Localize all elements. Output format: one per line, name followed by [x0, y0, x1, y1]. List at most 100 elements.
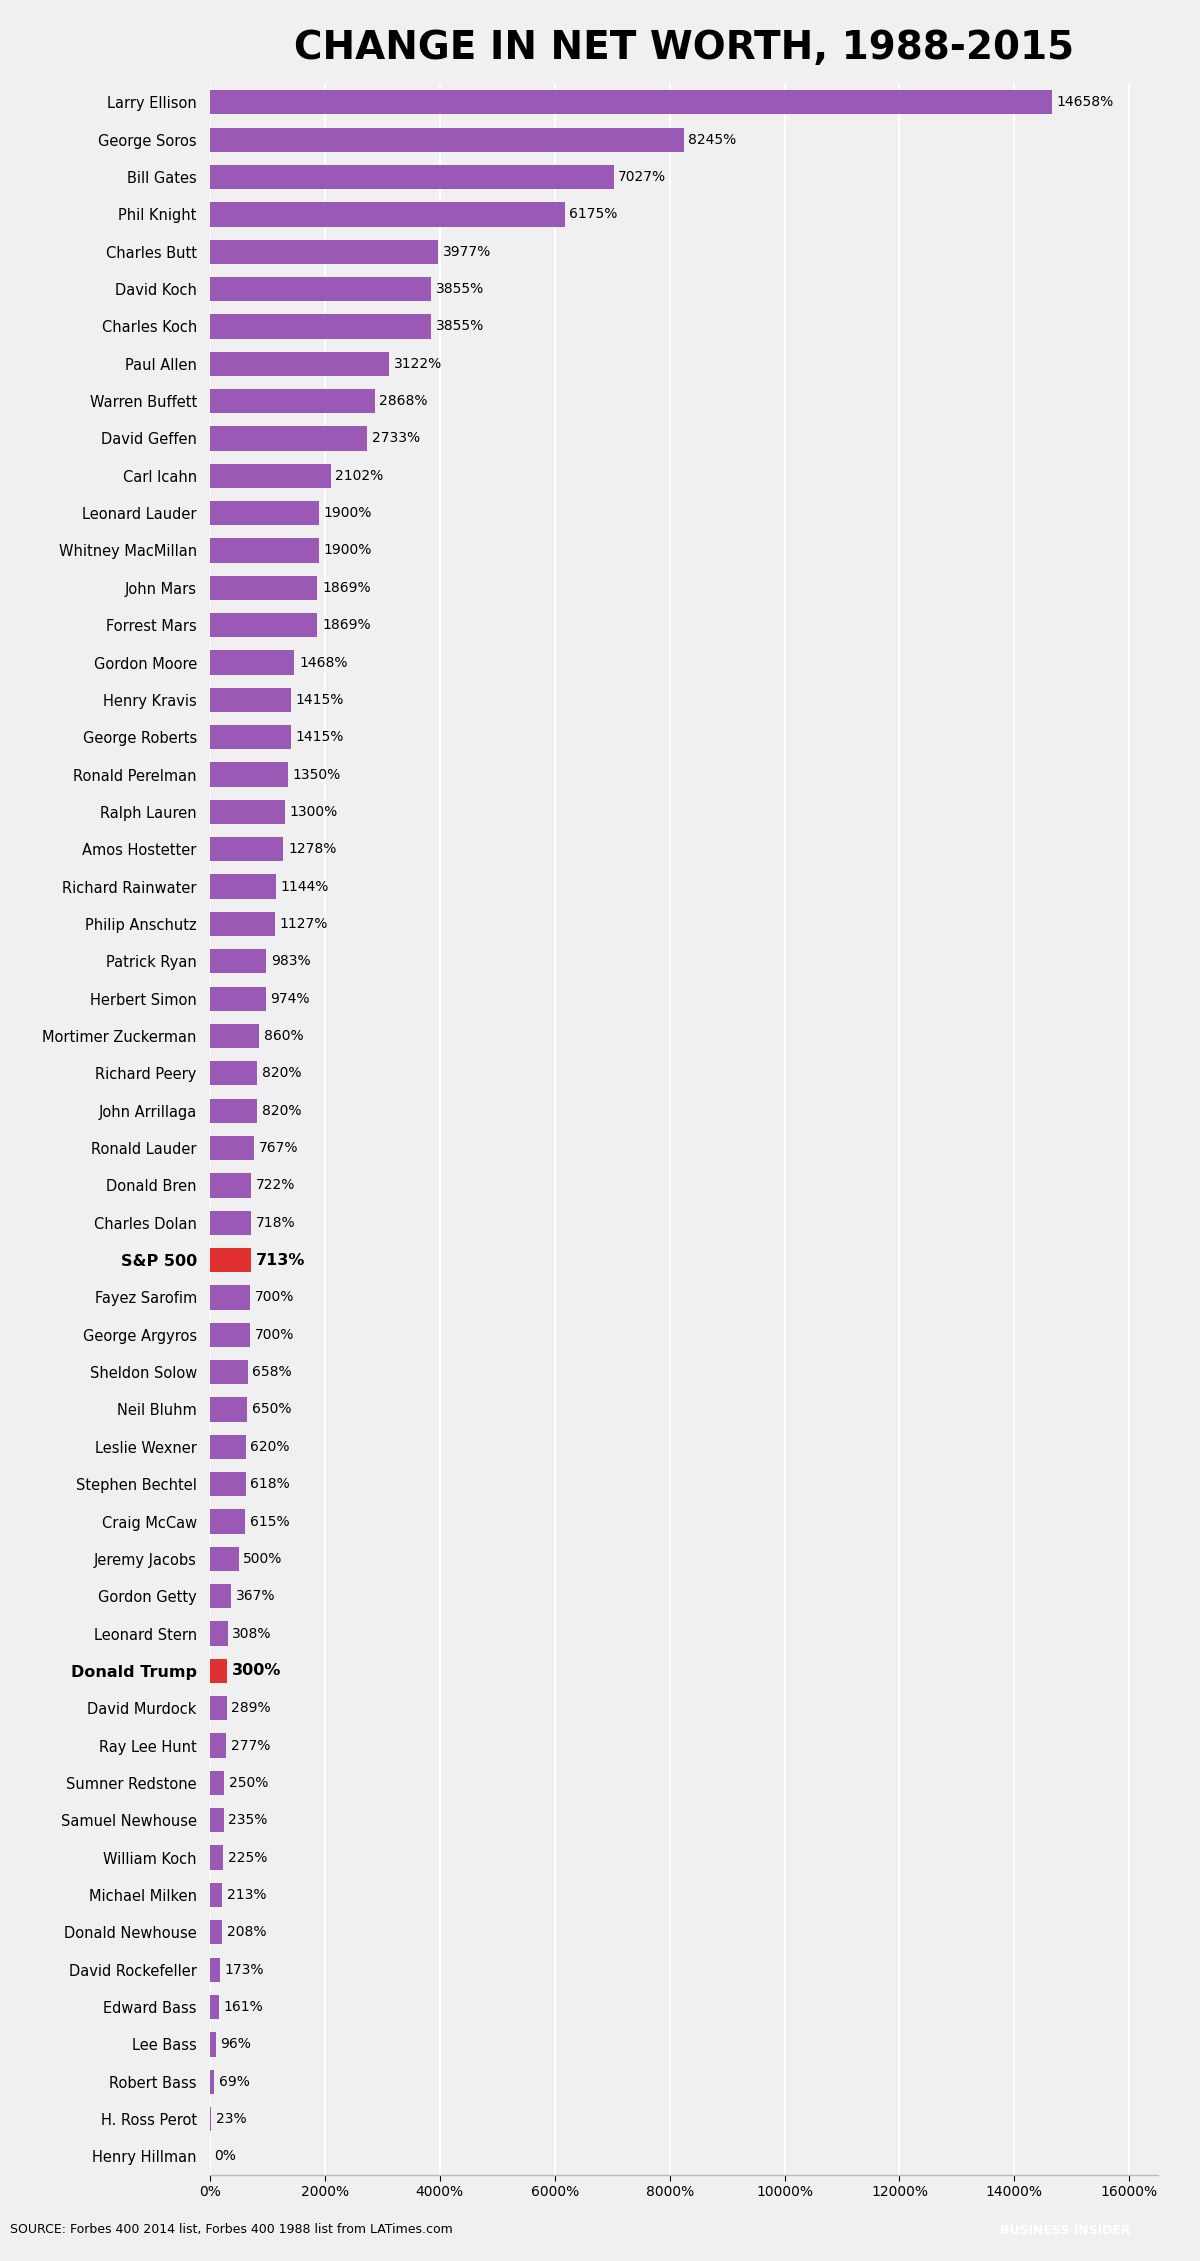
Bar — [210, 276, 432, 301]
Text: 208%: 208% — [227, 1926, 266, 1940]
Text: 1127%: 1127% — [280, 918, 328, 932]
Text: 6175%: 6175% — [569, 208, 618, 222]
Text: 1300%: 1300% — [289, 805, 337, 818]
Bar — [210, 201, 565, 226]
Text: 173%: 173% — [224, 1963, 264, 1976]
Text: 8245%: 8245% — [689, 133, 737, 147]
Bar — [210, 1510, 245, 1533]
Text: 3855%: 3855% — [436, 283, 485, 296]
Text: 718%: 718% — [256, 1216, 295, 1230]
Bar — [210, 1173, 252, 1198]
Text: 650%: 650% — [252, 1402, 292, 1415]
Bar — [210, 1920, 222, 1944]
Bar — [210, 1397, 247, 1422]
Bar — [210, 1621, 228, 1646]
Text: 69%: 69% — [218, 2076, 250, 2089]
Bar — [210, 538, 319, 563]
Bar — [210, 1359, 248, 1384]
Text: SOURCE: Forbes 400 2014 list, Forbes 400 1988 list from LATimes.com: SOURCE: Forbes 400 2014 list, Forbes 400… — [10, 2223, 452, 2236]
Bar — [210, 911, 275, 936]
Bar — [210, 726, 292, 748]
Text: 2868%: 2868% — [379, 393, 428, 407]
Bar — [210, 1210, 251, 1235]
Text: 1415%: 1415% — [296, 692, 344, 708]
Bar — [210, 2069, 214, 2094]
Text: 820%: 820% — [262, 1067, 301, 1081]
Text: 289%: 289% — [232, 1700, 271, 1716]
Bar — [210, 577, 317, 599]
Text: 615%: 615% — [250, 1515, 289, 1528]
Text: 0%: 0% — [215, 2150, 236, 2164]
Text: 860%: 860% — [264, 1029, 304, 1042]
Text: 3855%: 3855% — [436, 319, 485, 332]
Text: 7027%: 7027% — [618, 170, 666, 183]
Text: 3977%: 3977% — [443, 244, 491, 258]
Bar — [210, 1734, 226, 1757]
Bar — [210, 875, 276, 900]
Bar — [210, 1024, 259, 1049]
Text: 1350%: 1350% — [292, 766, 341, 782]
Bar — [210, 240, 438, 265]
Text: 300%: 300% — [232, 1664, 281, 1678]
Bar — [210, 613, 317, 638]
Text: 14658%: 14658% — [1057, 95, 1114, 109]
Text: 700%: 700% — [254, 1291, 294, 1305]
Bar — [210, 1060, 257, 1085]
Text: BUSINESS INSIDER: BUSINESS INSIDER — [1000, 2225, 1130, 2236]
Text: 2733%: 2733% — [372, 432, 420, 445]
Bar — [210, 1660, 227, 1682]
Bar — [210, 1135, 254, 1160]
Bar — [210, 464, 331, 488]
Bar — [210, 1436, 246, 1458]
Bar — [210, 687, 292, 712]
Bar — [210, 1284, 251, 1309]
Bar — [210, 800, 284, 823]
Text: 1869%: 1869% — [322, 581, 371, 595]
Bar — [210, 1883, 222, 1906]
Bar — [210, 1323, 251, 1348]
Text: 213%: 213% — [227, 1888, 266, 1902]
Text: 3122%: 3122% — [394, 357, 443, 371]
Bar — [210, 1547, 239, 1571]
Text: 161%: 161% — [224, 2001, 264, 2015]
Bar — [210, 502, 319, 525]
Bar — [210, 950, 266, 974]
Text: 1144%: 1144% — [281, 880, 329, 893]
Bar — [210, 986, 266, 1011]
Text: 1278%: 1278% — [288, 843, 336, 857]
Bar — [210, 127, 684, 151]
Text: 1869%: 1869% — [322, 617, 371, 633]
Text: 500%: 500% — [244, 1551, 283, 1567]
Bar — [210, 1472, 246, 1497]
Bar — [210, 165, 613, 190]
Text: 713%: 713% — [256, 1253, 305, 1268]
Bar — [210, 427, 367, 450]
Bar — [210, 1099, 257, 1124]
Bar — [210, 1770, 224, 1795]
Text: 618%: 618% — [250, 1476, 290, 1492]
Text: 308%: 308% — [233, 1626, 271, 1641]
Text: 225%: 225% — [228, 1852, 266, 1865]
Bar — [210, 2033, 216, 2058]
Text: 367%: 367% — [235, 1589, 275, 1603]
Bar — [210, 353, 389, 375]
Text: 1415%: 1415% — [296, 730, 344, 744]
Title: CHANGE IN NET WORTH, 1988-2015: CHANGE IN NET WORTH, 1988-2015 — [294, 29, 1074, 66]
Bar — [210, 1809, 223, 1831]
Text: 96%: 96% — [220, 2037, 251, 2051]
Text: 2102%: 2102% — [335, 468, 384, 484]
Bar — [210, 1845, 223, 1870]
Bar — [210, 2107, 211, 2132]
Text: 722%: 722% — [256, 1178, 295, 1192]
Text: 700%: 700% — [254, 1327, 294, 1341]
Text: 983%: 983% — [271, 954, 311, 968]
Bar — [210, 1958, 220, 1983]
Bar — [210, 1585, 232, 1608]
Text: 620%: 620% — [251, 1440, 289, 1454]
Bar — [210, 1248, 251, 1273]
Bar — [210, 314, 432, 339]
Text: 1900%: 1900% — [324, 506, 372, 520]
Bar — [210, 837, 283, 861]
Text: 277%: 277% — [230, 1739, 270, 1752]
Text: 23%: 23% — [216, 2112, 246, 2125]
